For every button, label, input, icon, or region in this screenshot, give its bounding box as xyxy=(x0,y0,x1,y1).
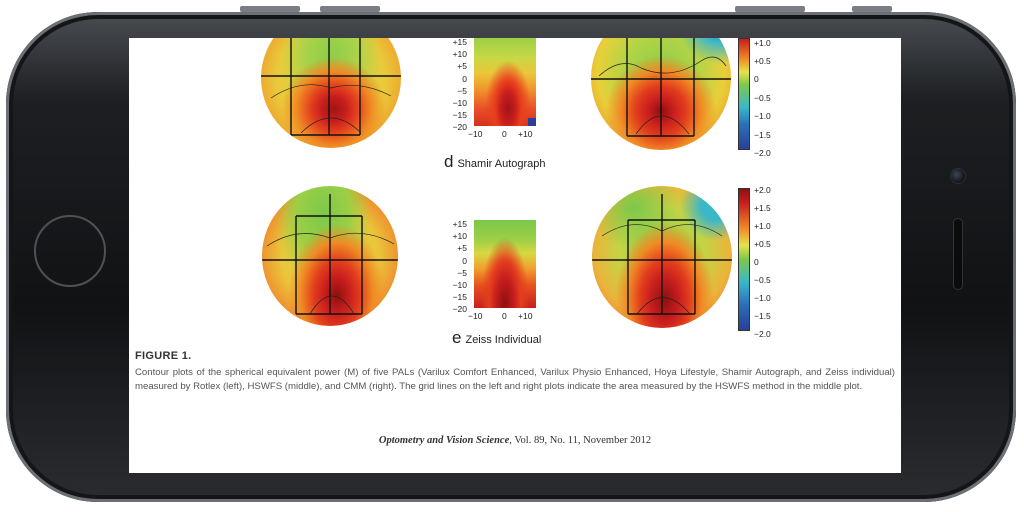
colorbar-tick: −1.0 xyxy=(754,111,771,121)
panel-e-y-axis: +15 +10 +5 0 −5 −10 −15 −20 xyxy=(445,220,467,318)
panel-name: Shamir Autograph xyxy=(457,158,546,170)
x-tick: +10 xyxy=(518,129,533,139)
x-tick: 0 xyxy=(502,129,507,139)
phone-volume-button-2 xyxy=(320,6,380,12)
colorbar-tick: −2.0 xyxy=(754,329,771,339)
phone-power-button xyxy=(735,6,805,12)
y-tick: +5 xyxy=(457,243,467,254)
x-tick: 0 xyxy=(502,311,507,321)
y-tick: +10 xyxy=(452,49,467,60)
y-tick: −20 xyxy=(452,122,467,133)
figure-caption: Contour plots of the spherical equivalen… xyxy=(135,367,895,392)
panel-d-y-axis: +15 +10 +5 0 −5 −10 −15 −20 xyxy=(445,38,467,136)
panel-d-label: d Shamir Autograph xyxy=(444,152,546,172)
colorbar-tick: +0.5 xyxy=(754,56,771,66)
y-tick: −10 xyxy=(452,97,467,108)
panel-e-hswfs-plot xyxy=(474,220,536,308)
colorbar-tick: +0.5 xyxy=(754,239,771,249)
colorbar-tick: −0.5 xyxy=(754,275,771,285)
panel-e-rotlex-plot xyxy=(262,186,398,326)
y-tick: −10 xyxy=(452,279,467,290)
panel-e-cmm-plot xyxy=(592,186,732,328)
phone-volume-button xyxy=(240,6,300,12)
panel-letter: d xyxy=(444,152,454,171)
panel-e-colorbar xyxy=(738,188,750,331)
speaker-grille xyxy=(953,218,963,290)
y-tick: +15 xyxy=(452,219,467,229)
journal-name: Optometry and Vision Science xyxy=(378,435,510,446)
y-tick: +5 xyxy=(457,61,467,72)
colorbar-tick: +1.0 xyxy=(754,38,771,48)
x-tick: −10 xyxy=(468,129,483,139)
phone-side-button xyxy=(852,6,892,12)
document-page: +15 +10 +5 0 −5 −10 −15 −20 −10 0 +10 +1… xyxy=(129,38,901,473)
panel-name: Zeiss Individual xyxy=(465,334,542,346)
y-tick: 0 xyxy=(462,73,467,84)
x-tick: −10 xyxy=(468,311,483,321)
panel-d-cmm-plot xyxy=(591,38,731,150)
y-tick: +15 xyxy=(452,38,467,47)
y-tick: −15 xyxy=(452,110,467,121)
panel-d-rotlex-plot xyxy=(261,38,401,148)
colorbar-tick: −1.5 xyxy=(754,311,771,321)
colorbar-tick: 0 xyxy=(754,74,759,84)
x-tick: +10 xyxy=(518,311,533,321)
y-tick: −20 xyxy=(452,304,467,315)
colorbar-tick: +1.5 xyxy=(754,203,771,213)
y-tick: −5 xyxy=(457,267,467,278)
y-tick: −15 xyxy=(452,292,467,303)
panel-letter: e xyxy=(452,328,462,347)
y-tick: +10 xyxy=(452,231,467,242)
front-camera-icon xyxy=(950,168,966,184)
colorbar-tick: −0.5 xyxy=(754,93,771,103)
colorbar-tick: −2.0 xyxy=(754,148,771,158)
panel-d-hswfs-plot xyxy=(474,38,536,126)
journal-details: , Vol. 89, No. 11, November 2012 xyxy=(509,435,652,446)
colorbar-tick: 0 xyxy=(754,257,759,267)
colorbar-tick: −1.0 xyxy=(754,293,771,303)
colorbar-tick: +2.0 xyxy=(754,185,771,195)
panel-e-label: e Zeiss Individual xyxy=(452,328,541,348)
y-tick: −5 xyxy=(457,85,467,96)
colorbar-tick: −1.5 xyxy=(754,130,771,140)
colorbar-tick: +1.0 xyxy=(754,221,771,231)
figure-title: FIGURE 1. xyxy=(135,350,192,362)
panel-d-colorbar xyxy=(738,38,750,150)
y-tick: 0 xyxy=(462,255,467,266)
journal-footer: Optometry and Vision Science, Vol. 89, N… xyxy=(129,435,901,446)
home-button[interactable] xyxy=(34,215,106,287)
